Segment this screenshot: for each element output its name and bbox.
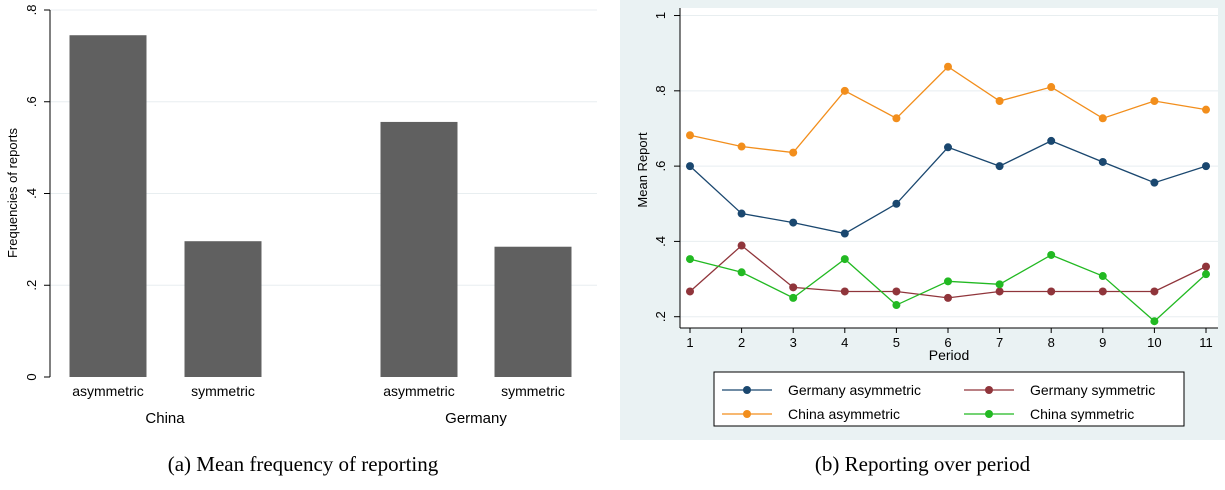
bar [494, 246, 572, 377]
figure-a: 0 .2 .4 .6 .8 Frequencies of reports asymmetri… [0, 0, 606, 490]
data-point [737, 241, 746, 250]
data-point [892, 301, 901, 310]
data-point [1150, 287, 1159, 296]
x-tick-label: 8 [1048, 335, 1055, 350]
data-point [1150, 317, 1159, 326]
data-point [686, 162, 694, 171]
figure-b: .2.4.6.8 1 1 2 3 4 5 6 7 8 9 10 11 Period Mean Report G… [620, 0, 1225, 490]
data-point [995, 96, 1004, 105]
data-point [1098, 287, 1107, 296]
y-tick-label: .8 [24, 5, 39, 16]
data-point [944, 62, 952, 71]
y-tick-label: .6 [653, 161, 668, 172]
y-tick-label: .2 [24, 280, 39, 291]
y-tick-label: .4 [24, 188, 39, 199]
legend-box [713, 371, 1185, 427]
category-label: asymmetric [383, 383, 455, 399]
y-tick-label: .8 [653, 85, 668, 96]
caption-a: (a) Mean frequency of reporting [167, 452, 439, 476]
legend-label: Germany asymmetric [788, 382, 921, 398]
y-tick-label: 1 [653, 12, 668, 19]
plot-area [680, 8, 1218, 328]
data-point [686, 287, 694, 296]
bar [69, 35, 147, 377]
data-point [944, 277, 952, 286]
x-tick-label: 10 [1147, 335, 1161, 350]
data-point [737, 209, 746, 218]
legend-swatch-marker [985, 386, 993, 394]
data-point [944, 143, 952, 152]
legend-label: China symmetric [1030, 406, 1134, 422]
data-point [995, 280, 1004, 289]
y-tick-label: .6 [24, 96, 39, 107]
data-point [789, 283, 798, 292]
group-label: Germany [445, 410, 507, 427]
x-tick-label: 4 [841, 335, 848, 350]
data-point [892, 199, 901, 208]
y-tick-label: .2 [653, 311, 668, 322]
data-point [1047, 287, 1056, 296]
x-tick-label: 3 [790, 335, 797, 350]
data-point [840, 86, 849, 95]
caption-b: (b) Reporting over period [814, 452, 1031, 476]
category-label: symmetric [501, 383, 565, 399]
data-point [1202, 162, 1210, 171]
x-tick-label: 11 [1199, 335, 1213, 350]
category-label: asymmetric [72, 383, 144, 399]
data-point [840, 287, 849, 296]
data-point [1098, 157, 1107, 166]
group-label: China [145, 410, 185, 427]
bar [380, 121, 458, 377]
data-point [789, 218, 798, 227]
data-point [1202, 105, 1210, 114]
bar-chart: 0 .2 .4 .6 .8 Frequencies of reports asymmetri… [5, 5, 597, 427]
data-point [1202, 270, 1210, 279]
y-tick-label: .4 [653, 236, 668, 247]
legend-swatch-marker [985, 410, 993, 418]
data-point [995, 287, 1004, 296]
data-point [892, 114, 901, 123]
y-axis-label: Mean Report [635, 132, 650, 208]
data-point [1150, 178, 1159, 187]
data-point [1098, 272, 1107, 281]
category-label: symmetric [191, 383, 255, 399]
x-tick-label: 6 [944, 335, 951, 350]
data-point [1047, 136, 1056, 145]
data-point [789, 148, 798, 157]
data-point [1098, 114, 1107, 123]
data-point [789, 293, 798, 302]
data-point [944, 293, 952, 302]
data-point [1202, 262, 1210, 271]
data-point [1047, 250, 1056, 259]
data-point [1150, 96, 1159, 105]
data-point [892, 287, 901, 296]
data-point [840, 229, 849, 238]
y-axis-label: Frequencies of reports [5, 127, 20, 258]
data-point [1047, 83, 1056, 92]
x-tick-label: 5 [893, 335, 900, 350]
x-tick-label: 9 [1099, 335, 1106, 350]
legend-swatch-marker [743, 386, 751, 394]
x-tick-label: 7 [996, 335, 1003, 350]
legend-label: Germany symmetric [1030, 382, 1155, 398]
x-tick-label: 2 [738, 335, 745, 350]
legend-swatch-marker [743, 410, 751, 418]
x-tick-label: 1 [686, 335, 693, 350]
legend-label: China asymmetric [788, 406, 900, 422]
data-point [686, 131, 694, 140]
data-point [737, 268, 746, 277]
y-tick-label: 0 [24, 373, 39, 380]
data-point [995, 162, 1004, 171]
bar [184, 241, 262, 377]
x-axis-label: Period [929, 347, 969, 363]
data-point [686, 255, 694, 264]
data-point [737, 142, 746, 151]
data-point [840, 255, 849, 264]
